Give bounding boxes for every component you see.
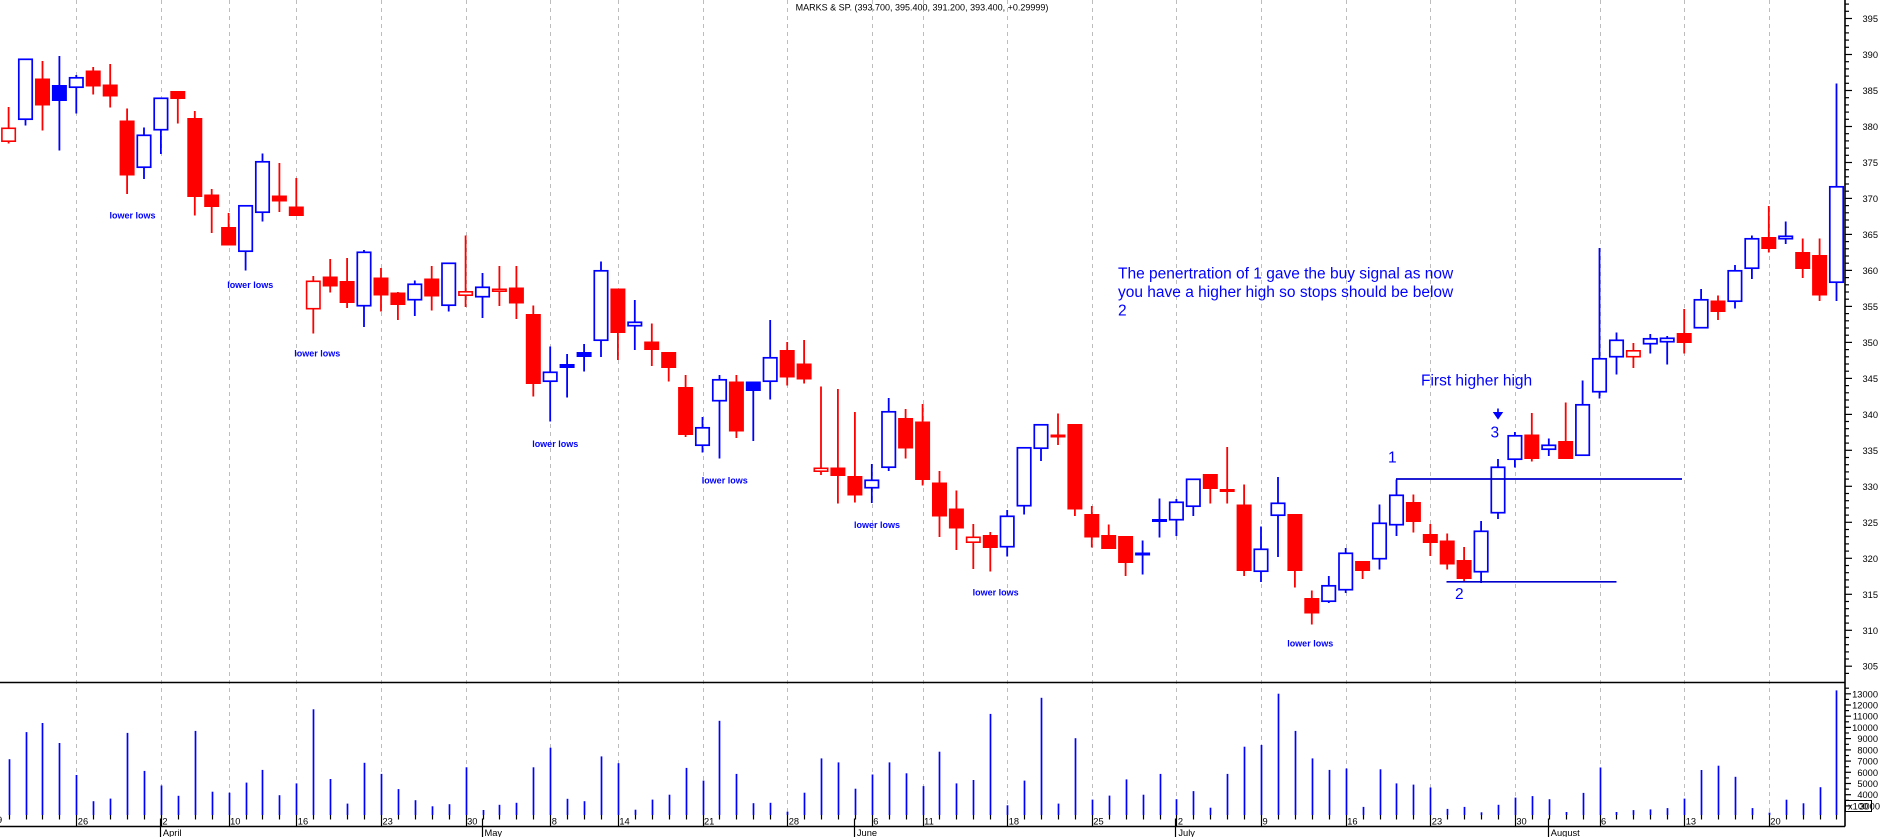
svg-text:lower lows: lower lows (532, 439, 578, 449)
svg-text:lower lows: lower lows (227, 280, 273, 290)
svg-text:August: August (1551, 828, 1580, 837)
svg-text:340: 340 (1862, 410, 1878, 420)
svg-text:12000: 12000 (1852, 701, 1878, 711)
svg-text:8000: 8000 (1857, 745, 1878, 755)
svg-text:11000: 11000 (1853, 712, 1878, 722)
svg-text:28: 28 (789, 817, 799, 827)
svg-text:11: 11 (924, 817, 934, 827)
svg-text:lower lows: lower lows (110, 210, 156, 220)
svg-text:16: 16 (298, 817, 308, 827)
svg-text:18: 18 (1009, 817, 1019, 827)
svg-text:390: 390 (1862, 50, 1878, 60)
svg-text:13: 13 (1686, 817, 1696, 827)
svg-text:20: 20 (1770, 817, 1780, 827)
svg-text:1: 1 (1388, 450, 1397, 467)
svg-text:26: 26 (78, 817, 88, 827)
svg-text:lower lows: lower lows (973, 588, 1019, 598)
svg-text:375: 375 (1862, 158, 1878, 168)
svg-text:360: 360 (1862, 266, 1878, 276)
svg-text:x100: x100 (1848, 801, 1868, 811)
svg-text:2: 2 (1178, 817, 1183, 827)
svg-text:335: 335 (1862, 446, 1878, 456)
svg-text:you have a higher high so stop: you have a higher high so stops should b… (1118, 284, 1454, 301)
svg-text:345: 345 (1862, 374, 1878, 384)
svg-text:The penertration of 1 gave the: The penertration of 1 gave the buy signa… (1118, 266, 1454, 283)
svg-text:9000: 9000 (1857, 734, 1878, 744)
svg-text:9: 9 (1263, 817, 1268, 827)
svg-text:3: 3 (1491, 425, 1500, 442)
svg-text:10: 10 (230, 817, 240, 827)
svg-text:First higher high: First higher high (1421, 373, 1532, 390)
svg-text:23: 23 (383, 817, 393, 827)
svg-text:325: 325 (1862, 518, 1878, 528)
svg-text:lower lows: lower lows (854, 520, 900, 530)
svg-text:July: July (1178, 828, 1195, 837)
svg-text:2: 2 (162, 817, 167, 827)
svg-text:2: 2 (1118, 303, 1127, 320)
svg-text:320: 320 (1862, 554, 1878, 564)
svg-text:lower lows: lower lows (1287, 638, 1333, 648)
svg-text:355: 355 (1862, 302, 1878, 312)
svg-text:30: 30 (1516, 817, 1526, 827)
svg-text:395: 395 (1862, 14, 1878, 24)
svg-text:25: 25 (1093, 817, 1103, 827)
svg-text:June: June (857, 828, 877, 837)
svg-text:MARKS & SP. (393.700, 395.400,: MARKS & SP. (393.700, 395.400, 391.200, … (796, 3, 1049, 13)
svg-text:6000: 6000 (1857, 768, 1878, 778)
svg-text:30: 30 (467, 817, 477, 827)
svg-text:9: 9 (0, 815, 2, 825)
svg-text:385: 385 (1862, 86, 1878, 96)
svg-text:305: 305 (1862, 662, 1878, 672)
svg-text:4000: 4000 (1857, 790, 1878, 800)
svg-text:6: 6 (873, 817, 878, 827)
svg-text:May: May (485, 828, 503, 837)
svg-text:14: 14 (619, 817, 629, 827)
svg-text:6: 6 (1601, 817, 1606, 827)
svg-text:380: 380 (1862, 122, 1878, 132)
svg-text:310: 310 (1862, 626, 1878, 636)
svg-text:5000: 5000 (1857, 779, 1878, 789)
svg-text:21: 21 (704, 817, 714, 827)
svg-text:April: April (163, 828, 182, 837)
svg-text:350: 350 (1862, 338, 1878, 348)
svg-text:lower lows: lower lows (702, 476, 748, 486)
svg-text:lower lows: lower lows (294, 349, 340, 359)
svg-text:330: 330 (1862, 482, 1878, 492)
svg-text:10000: 10000 (1852, 723, 1878, 733)
svg-text:7000: 7000 (1857, 757, 1878, 767)
svg-text:8: 8 (552, 817, 557, 827)
svg-text:370: 370 (1862, 194, 1878, 204)
svg-text:315: 315 (1862, 590, 1878, 600)
svg-text:13000: 13000 (1852, 689, 1878, 699)
svg-text:365: 365 (1862, 230, 1878, 240)
svg-text:3000: 3000 (1859, 801, 1880, 811)
svg-text:16: 16 (1347, 817, 1357, 827)
svg-text:2: 2 (1455, 586, 1464, 603)
svg-text:23: 23 (1432, 817, 1442, 827)
